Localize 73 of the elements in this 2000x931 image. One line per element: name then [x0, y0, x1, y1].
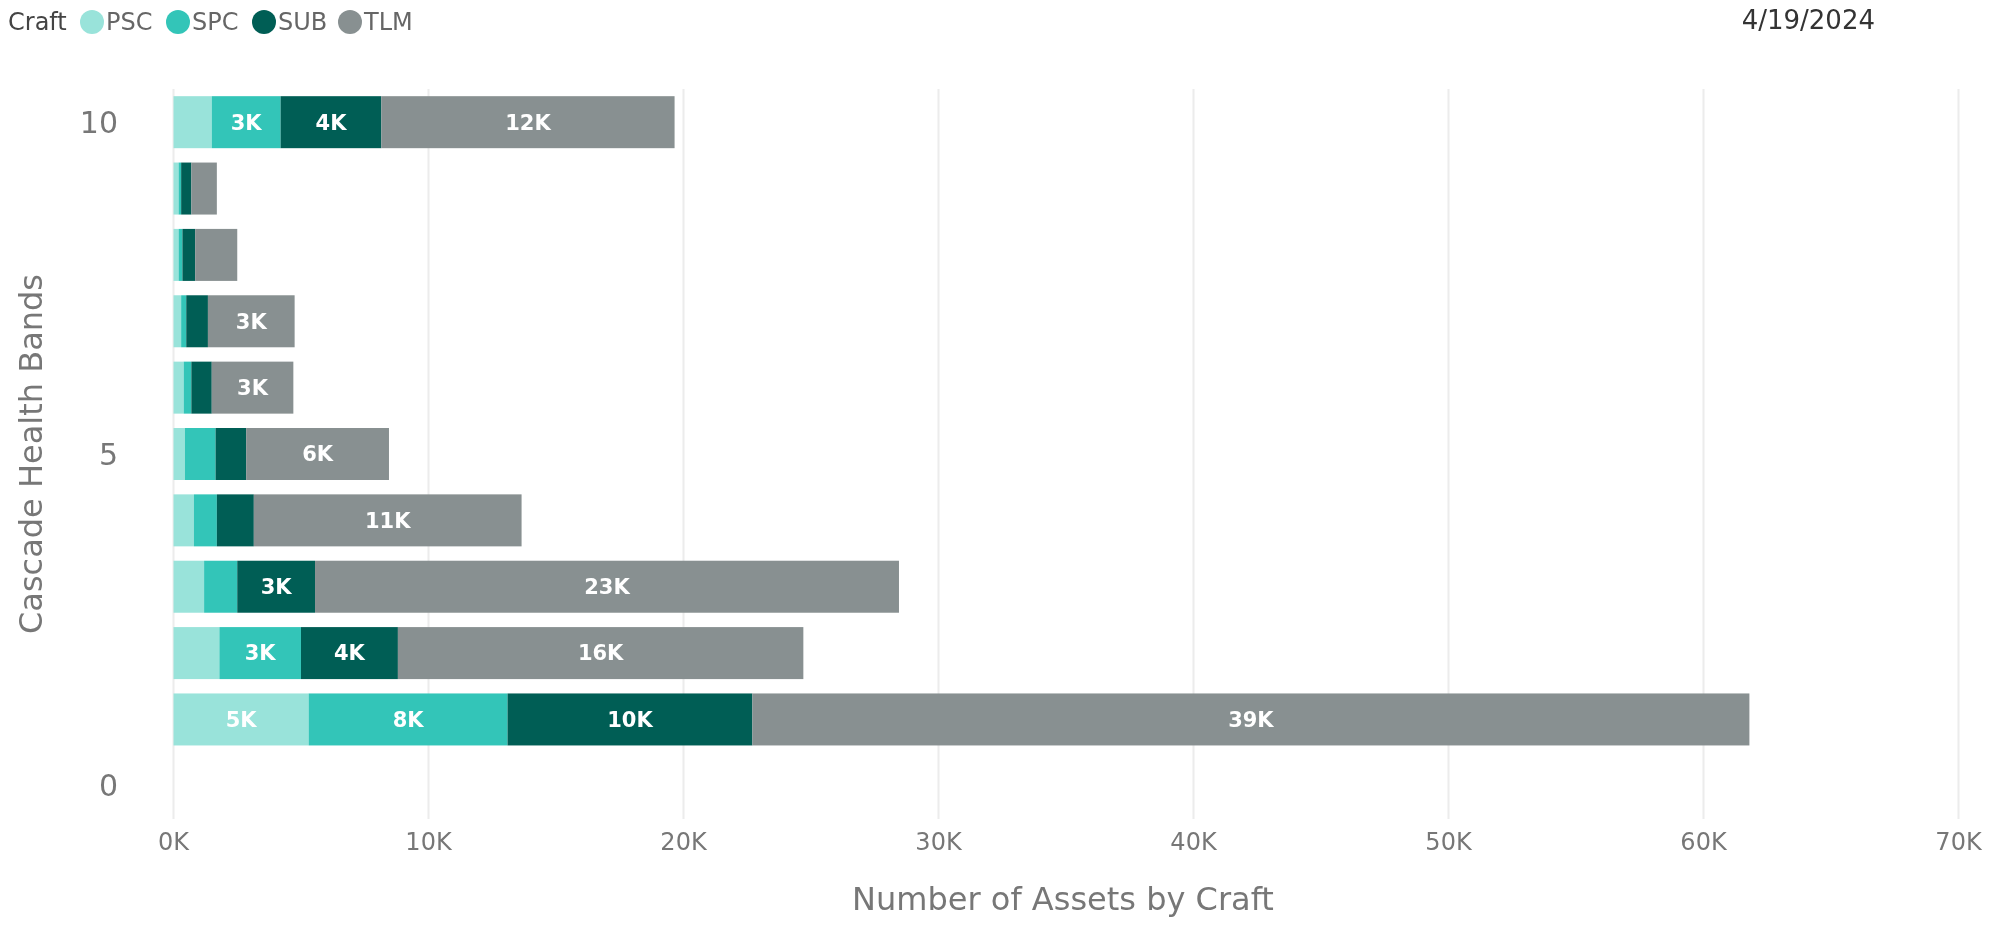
- data-label: 8K: [392, 707, 425, 732]
- bar: [207, 295, 295, 348]
- data-label: 6K: [302, 442, 334, 467]
- data-label: 4K: [315, 110, 348, 135]
- bar: [301, 627, 398, 680]
- y-axis-title: Cascade Health Bands: [12, 273, 50, 635]
- data-label: 3K: [260, 575, 293, 600]
- bar: [181, 162, 192, 215]
- bar: [173, 494, 194, 547]
- x-axis-title: Number of Assets by Craft: [852, 880, 1274, 918]
- bar: [173, 228, 179, 281]
- x-tick-label: 30K: [915, 828, 963, 856]
- x-tick-label: 60K: [1680, 828, 1728, 856]
- bar: [204, 560, 238, 613]
- bar: [315, 560, 899, 613]
- legend-label: TLM: [363, 8, 413, 37]
- data-label: 3K: [237, 375, 269, 400]
- legend-title: Craft: [8, 8, 67, 37]
- data-label: 39K: [1228, 707, 1275, 732]
- bar: [191, 162, 217, 215]
- bar: [246, 428, 389, 480]
- bar: [173, 295, 182, 348]
- data-label: 12K: [505, 110, 552, 135]
- bar: [752, 693, 1750, 746]
- bar: [184, 428, 216, 480]
- bar: [173, 693, 309, 746]
- data-label: 3K: [244, 641, 277, 666]
- bar: [216, 494, 254, 547]
- bar: [182, 228, 196, 281]
- bar: [186, 295, 208, 348]
- bar: [397, 627, 804, 680]
- legend-label: SUB: [278, 8, 328, 37]
- bar: [173, 162, 179, 215]
- bar: [219, 627, 301, 680]
- y-tick-label: 10: [79, 104, 118, 140]
- legend-label: SPC: [192, 8, 239, 37]
- bar: [253, 494, 522, 547]
- bar: [280, 96, 382, 149]
- legend-label: PSC: [106, 8, 153, 37]
- bar: [381, 96, 675, 149]
- bar: [173, 627, 220, 680]
- y-tick-label: 0: [98, 768, 118, 804]
- bar: [211, 96, 281, 149]
- bar: [308, 693, 508, 746]
- x-tick-label: 70K: [1935, 828, 1983, 856]
- y-tick-label: 5: [98, 436, 118, 472]
- x-tick-label: 40K: [1170, 828, 1218, 856]
- bar: [193, 494, 217, 547]
- data-label: 10K: [607, 707, 654, 732]
- bar: [173, 428, 185, 480]
- bar: [507, 693, 753, 746]
- x-tick-label: 20K: [660, 828, 708, 856]
- bar: [191, 361, 212, 414]
- bar: [211, 361, 294, 414]
- x-tick-label: 0K: [157, 828, 191, 856]
- data-label: 23K: [584, 575, 631, 600]
- data-label: 16K: [577, 641, 625, 666]
- data-label: 3K: [230, 110, 263, 135]
- x-tick-label: 50K: [1425, 828, 1473, 856]
- data-label: 3K: [235, 309, 268, 334]
- bar: [237, 560, 316, 613]
- bar: [215, 428, 247, 480]
- bar: [173, 361, 184, 414]
- x-tick-label: 10K: [405, 828, 453, 856]
- bar: [173, 560, 205, 613]
- data-label: 11K: [364, 508, 412, 533]
- bar: [195, 228, 238, 281]
- bar: [173, 96, 212, 149]
- text: 4/19/2024: [1741, 5, 1875, 36]
- data-label: 4K: [334, 641, 366, 666]
- bar: [183, 361, 192, 414]
- bar: [181, 295, 187, 348]
- data-label: 5K: [225, 707, 258, 732]
